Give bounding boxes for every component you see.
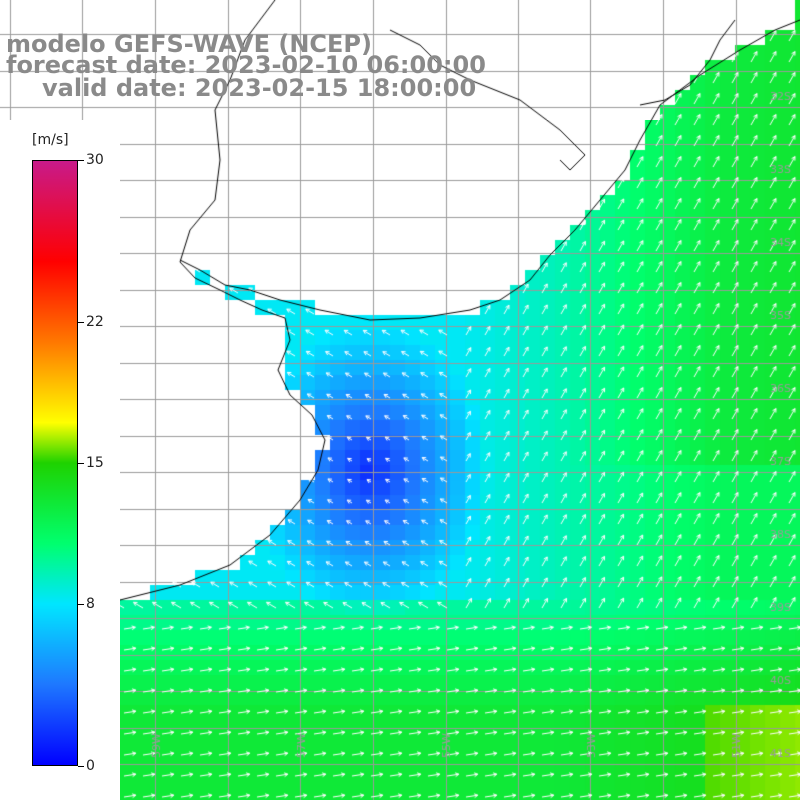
colorbar-tick-label: 15 <box>86 455 104 471</box>
colorbar <box>32 160 78 766</box>
colorbar-tick-mark <box>78 160 84 161</box>
colorbar-tick-mark <box>78 766 84 767</box>
title-valid-date: valid date: 2023-02-15 18:00:00 <box>42 74 477 102</box>
colorbar-tick-mark <box>78 463 84 464</box>
colorbar-tick-mark <box>78 321 84 323</box>
colorbar-tick-label: 0 <box>86 758 95 774</box>
title-model: modelo GEFS-WAVE (NCEP) <box>6 30 372 58</box>
colorbar-tick-mark <box>78 604 84 606</box>
colorbar-tick-label: 22 <box>86 313 104 330</box>
colorbar-tick-label: 30 <box>86 152 104 168</box>
colorbar-unit-label: [m/s] <box>32 132 69 148</box>
title-forecast-date: forecast date: 2023-02-10 06:00:00 <box>6 51 486 79</box>
colorbar-tick-label: 8 <box>86 596 95 613</box>
